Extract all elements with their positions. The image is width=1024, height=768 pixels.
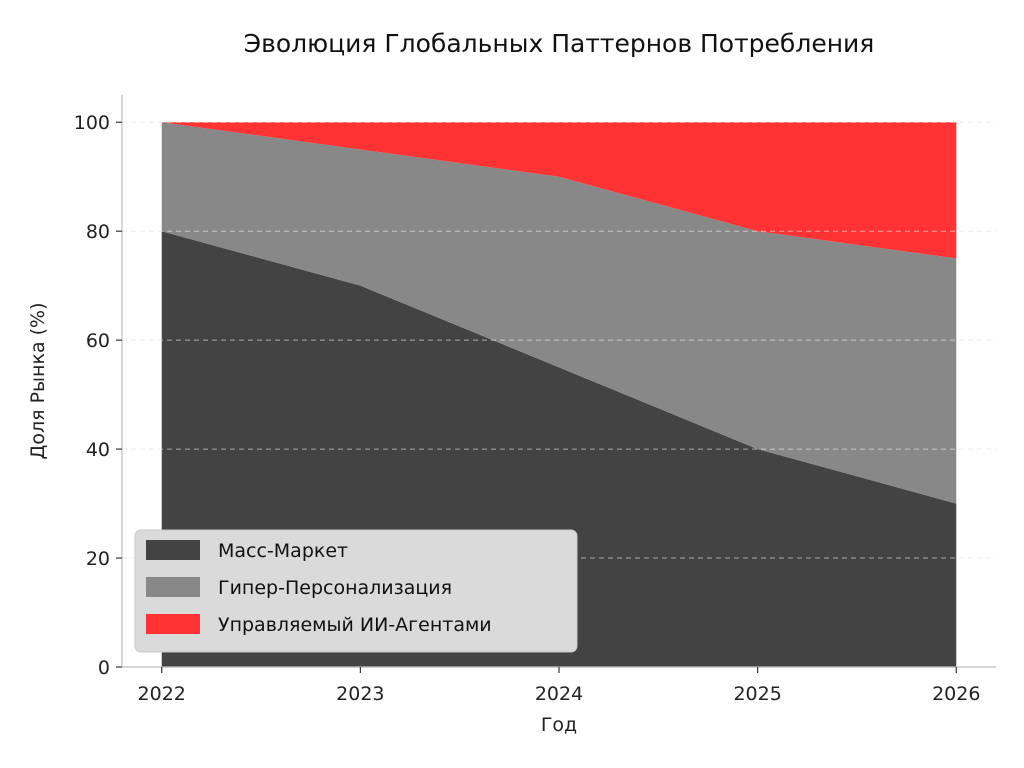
x-tick-label: 2023	[336, 683, 384, 705]
y-axis-ticks: 0 20 40 60 80 100	[74, 112, 122, 679]
x-axis-label: Год	[541, 714, 577, 736]
legend-swatch-2	[146, 577, 200, 597]
legend-label-3: Управляемый ИИ-Агентами	[218, 614, 492, 636]
y-axis-label: Доля Рынка (%)	[27, 302, 49, 459]
y-tick-label: 0	[98, 657, 110, 679]
x-tick-label: 2022	[138, 683, 186, 705]
y-tick-label: 60	[86, 330, 110, 352]
legend-frame	[134, 529, 578, 653]
x-tick-label: 2024	[535, 683, 583, 705]
y-tick-label: 100	[74, 112, 110, 134]
legend-swatch-1	[146, 540, 200, 560]
legend-items: Масс-Маркет Гипер-Персонализация Управляем…	[146, 540, 492, 636]
area-series-2	[161, 122, 957, 504]
area-series-3	[161, 122, 957, 259]
legend-label-1: Масс-Маркет	[218, 540, 348, 562]
y-tick-label: 20	[86, 548, 110, 570]
legend-label-2: Гипер-Персонализация	[218, 577, 452, 599]
y-tick-label: 80	[86, 221, 110, 243]
x-axis-ticks: 2022 2023 2024 2025 2026	[138, 667, 980, 705]
x-tick-label: 2025	[733, 683, 781, 705]
x-tick-label: 2026	[932, 683, 980, 705]
y-tick-label: 40	[86, 439, 110, 461]
legend-swatch-3	[146, 614, 200, 634]
legend: Масс-Маркет Гипер-Персонализация Управляем…	[134, 529, 578, 653]
chart-title: Эволюция Глобальных Паттернов Потреблени…	[244, 29, 875, 58]
